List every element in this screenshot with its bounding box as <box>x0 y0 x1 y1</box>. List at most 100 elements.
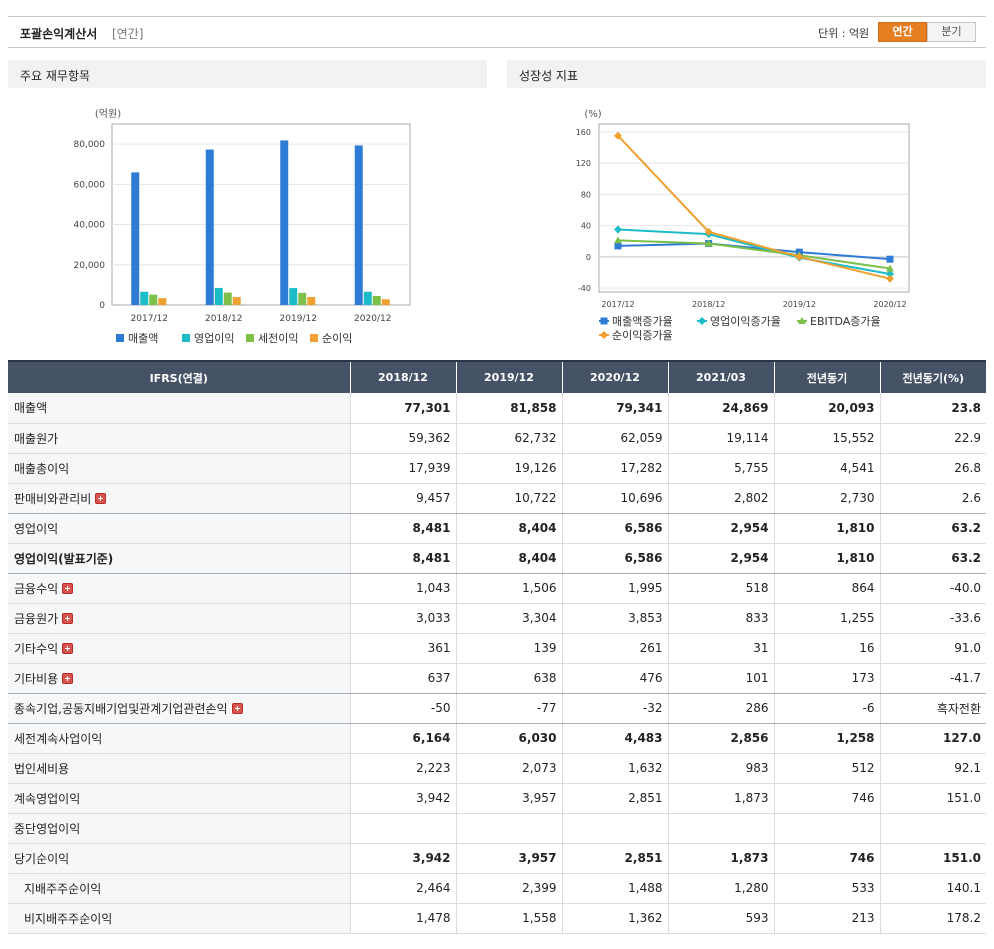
data-point <box>704 227 713 236</box>
value-cell: 3,033 <box>350 603 457 634</box>
key-items-bar-chart: 0 20,000 40,000 60,000 80,000 (억원) 2017/12 2018… <box>74 108 411 345</box>
expand-plus-icon[interactable] <box>62 642 74 654</box>
legend-label: 영업이익증가율 <box>710 315 781 328</box>
row-label-cell: 매출총이익 <box>8 453 351 484</box>
expand-plus-icon[interactable] <box>62 582 74 594</box>
value-cell: -50 <box>350 693 457 724</box>
value-cell: -77 <box>456 693 563 724</box>
value-cell: 1,488 <box>562 873 669 904</box>
x-tick-label: 2018/12 <box>205 314 242 324</box>
value-cell: 151.0 <box>880 843 986 874</box>
value-cell: 8,481 <box>350 513 457 544</box>
series-line <box>617 135 891 280</box>
value-cell: 6,586 <box>562 543 669 574</box>
expand-plus-icon[interactable] <box>95 492 107 504</box>
value-cell: 8,404 <box>456 543 563 574</box>
row-label: 매출총이익 <box>14 461 70 476</box>
plot-area <box>598 123 910 293</box>
row-label-cell: 당기순이익 <box>8 843 351 874</box>
value-cell: 173 <box>774 663 881 694</box>
table-row: 종속기업,공동지배기업및관계기업관련손익 -50 -77 -32 286 -6 흑자전환 <box>8 693 986 724</box>
row-label: 매출액 <box>14 401 48 416</box>
value-cell: -32 <box>562 693 669 724</box>
value-cell: 833 <box>668 603 775 634</box>
value-cell: 1,506 <box>456 573 563 604</box>
value-cell: 8,481 <box>350 543 457 574</box>
table-row: 세전계속사업이익 6,164 6,030 4,483 2,856 1,258 127.0 <box>8 723 986 754</box>
data-point <box>886 255 894 263</box>
row-label-cell: 금융원가 <box>8 603 351 634</box>
value-cell: 24,869 <box>668 393 775 424</box>
value-cell <box>456 813 563 844</box>
row-label-cell: 금융수익 <box>8 573 351 604</box>
value-cell: 1,258 <box>774 723 881 754</box>
expand-plus-icon[interactable] <box>62 612 74 624</box>
value-cell: -33.6 <box>880 603 986 634</box>
series-line <box>617 242 891 261</box>
table-row: 기타수익 361 139 261 31 16 91.0 <box>8 633 986 664</box>
tab-annual[interactable]: 연간 <box>878 22 927 42</box>
bar <box>354 145 363 305</box>
value-cell: 5,755 <box>668 453 775 484</box>
row-label: 종속기업,공동지배기업및관계기업관련손익 <box>14 701 228 716</box>
y-tick-label: 40 <box>581 222 591 231</box>
income-statement-table: IFRS(연결) 2018/12 2019/12 2020/12 2021/03 전년동기… <box>8 360 986 934</box>
data-point <box>886 270 894 279</box>
bar <box>131 172 140 305</box>
table-row: 지배주주순이익 2,464 2,399 1,488 1,280 533 140.1 <box>8 873 986 904</box>
data-point <box>614 236 622 244</box>
value-cell: 746 <box>774 843 881 874</box>
unit-label: 단위 : 억원 <box>818 27 870 40</box>
value-cell: 2,851 <box>562 843 669 874</box>
tab-quarterly[interactable]: 분기 <box>927 22 976 42</box>
value-cell: 4,541 <box>774 453 881 484</box>
row-label-cell: 세전계속사업이익 <box>8 723 351 754</box>
row-label: 세전계속사업이익 <box>14 731 103 746</box>
row-label-cell: 법인세비용 <box>8 753 351 784</box>
expand-plus-icon[interactable] <box>231 702 243 714</box>
value-cell: 151.0 <box>880 783 986 814</box>
statement-title: 포괄손익계산서 <box>20 27 98 41</box>
value-cell: 17,282 <box>562 453 669 484</box>
column-header: 2021/03 <box>668 360 775 393</box>
value-cell: 3,942 <box>350 843 457 874</box>
y-tick-label: 160 <box>576 128 591 137</box>
y-tick-label: 40,000 <box>74 221 106 231</box>
column-header: IFRS(연결) <box>8 360 351 393</box>
y-axis-label: (%) <box>584 109 601 120</box>
table-row: 매출액 77,301 81,858 79,341 24,869 20,093 23.8 <box>8 393 986 424</box>
value-cell: 127.0 <box>880 723 986 754</box>
data-point <box>795 252 804 261</box>
value-cell: 2,464 <box>350 873 457 904</box>
data-point <box>614 242 622 250</box>
value-cell: 2,954 <box>668 543 775 574</box>
value-cell: 22.9 <box>880 423 986 454</box>
row-label: 금융원가 <box>14 611 59 626</box>
value-cell: 864 <box>774 573 881 604</box>
bar <box>205 149 214 305</box>
y-tick-label: 20,000 <box>74 261 106 271</box>
expand-plus-icon[interactable] <box>62 672 74 684</box>
y-tick-label: 60,000 <box>74 180 106 190</box>
value-cell: -41.7 <box>880 663 986 694</box>
series-line <box>617 228 891 276</box>
value-cell: 476 <box>562 663 669 694</box>
legend-swatch <box>246 334 254 342</box>
bar <box>381 299 390 305</box>
value-cell: 91.0 <box>880 633 986 664</box>
data-point <box>600 331 608 339</box>
value-cell: 63.2 <box>880 543 986 574</box>
value-cell: 533 <box>774 873 881 904</box>
value-cell: 2,851 <box>562 783 669 814</box>
data-point <box>600 317 608 325</box>
value-cell: 9,457 <box>350 483 457 514</box>
x-tick-label: 2017/12 <box>131 314 168 324</box>
value-cell: 19,126 <box>456 453 563 484</box>
value-cell: 16 <box>774 633 881 664</box>
data-point <box>886 264 894 272</box>
row-label: 영업이익(발표기준) <box>14 551 114 566</box>
row-label-cell: 종속기업,공동지배기업및관계기업관련손익 <box>8 693 351 724</box>
value-cell: 2,223 <box>350 753 457 784</box>
value-cell: 638 <box>456 663 563 694</box>
table-row: 당기순이익 3,942 3,957 2,851 1,873 746 151.0 <box>8 843 986 874</box>
